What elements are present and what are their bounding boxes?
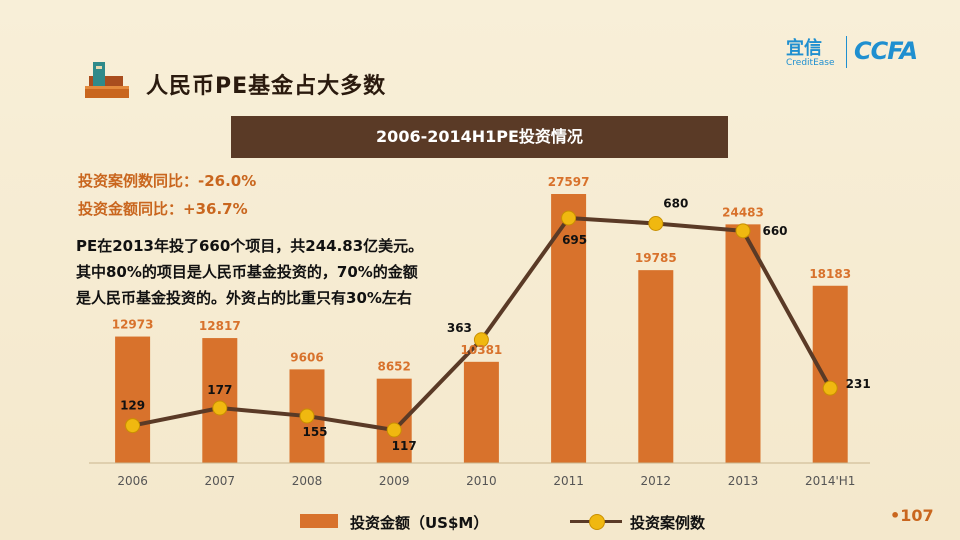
summary-note: PE在2013年投了660个项目，共244.83亿美元。 其中80%的项目是人民… [76,233,476,311]
x-tick-label: 2010 [466,474,497,488]
bar-value-label: 27597 [548,175,590,189]
bar-2010 [463,361,499,463]
x-tick-label: 2009 [379,474,410,488]
bar-2006 [115,336,151,463]
x-tick-label: 2006 [117,474,148,488]
cases-point-2012 [648,216,664,232]
x-tick-label: 2011 [553,474,584,488]
legend-label: 投资金额（US$M） [350,514,489,532]
cases-value-label: 680 [663,197,688,211]
brand-divider [846,36,847,68]
bar-value-label: 9606 [290,350,323,364]
cases-point-2010 [473,332,489,348]
bar-2009 [376,378,412,463]
bar-2014'H1 [812,285,848,463]
cases-point-2011 [561,210,577,226]
cases-value-label: 155 [302,425,327,439]
cases-yoy-stat: 投资案例数同比：-26.0% [78,172,257,190]
note-line: 其中80%的项目是人民币基金投资的，70%的金额 [76,263,418,281]
legend-bar-swatch [300,514,338,528]
cases-point-2013 [735,223,751,239]
legend-item-cases: 投资案例数 [570,508,740,536]
cases-value-label: 695 [562,233,587,247]
bar-value-label: 19785 [635,251,677,265]
legend-label: 投资案例数 [630,514,706,532]
cases-value-label: 363 [447,321,472,335]
bar-value-label: 12973 [112,318,154,332]
bar-value-label: 8652 [377,360,410,374]
x-tick-label: 2013 [728,474,759,488]
brand-logo: 宜信 CreditEase CCFA [786,36,936,70]
cases-value-label: 660 [762,224,787,238]
cases-value-label: 177 [207,383,232,397]
page-number: •107 [890,506,934,525]
note-line: PE在2013年投了660个项目，共244.83亿美元。 [76,237,424,255]
x-tick-label: 2014'H1 [805,474,856,488]
cases-point-2008 [299,408,315,424]
amount-yoy-stat: 投资金额同比：+36.7% [78,200,248,218]
x-tick-label: 2008 [292,474,323,488]
bar-value-label: 12817 [199,319,241,333]
page-title: 人民币PE基金占大多数 [146,74,387,99]
cases-value-label: 231 [846,377,871,391]
bar-2011 [551,194,587,463]
ccfa-logo: CCFA [854,37,918,65]
brand-name: 宜信 [786,38,822,59]
x-tick-label: 2012 [641,474,672,488]
cases-point-2014'H1 [822,380,838,396]
bar-2012 [638,270,674,463]
cases-point-2007 [212,400,228,416]
chart-title: 2006-2014H1PE投资情况 [231,116,728,158]
legend-marker-swatch [589,514,605,530]
x-tick-label: 2007 [205,474,236,488]
bar-2013 [725,224,761,463]
books-icon [85,62,129,98]
bar-value-label: 18183 [809,267,851,281]
brand-english-name: CreditEase [786,58,835,68]
cases-point-2009 [386,422,402,438]
legend-item-amount: 投资金额（US$M） [300,508,500,536]
cases-point-2006 [125,418,141,434]
note-line: 是人民币基金投资的。外资占的比重只有30%左右 [76,289,412,307]
cases-value-label: 117 [392,439,417,453]
bar-value-label: 24483 [722,205,764,219]
bar-value-label: 10381 [461,343,503,357]
cases-value-label: 129 [120,399,145,413]
